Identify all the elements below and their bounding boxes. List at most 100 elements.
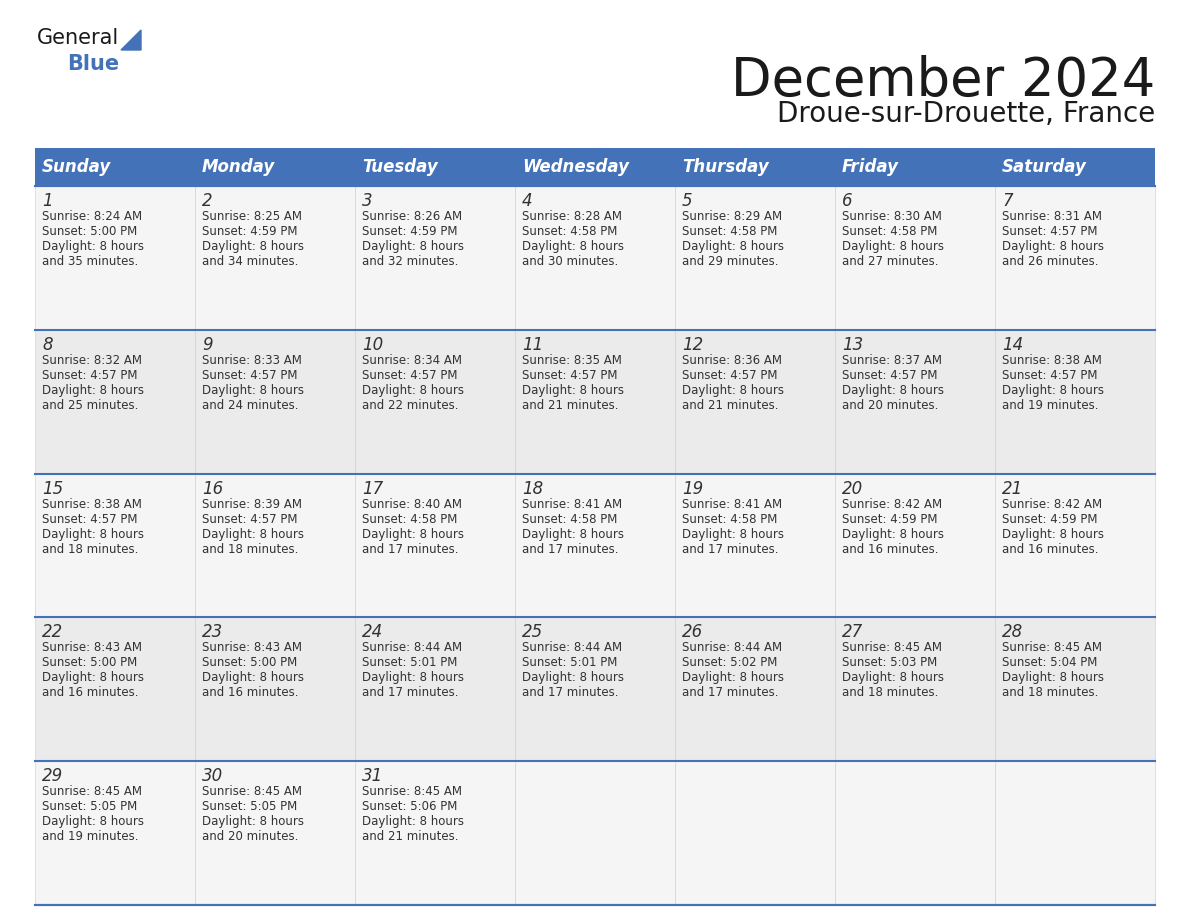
Bar <box>195 330 355 474</box>
Text: Tuesday: Tuesday <box>362 158 437 176</box>
Text: Sunrise: 8:42 AM: Sunrise: 8:42 AM <box>842 498 942 510</box>
Text: 15: 15 <box>42 479 63 498</box>
Bar <box>835 618 996 761</box>
Text: Sunrise: 8:26 AM: Sunrise: 8:26 AM <box>362 210 462 223</box>
Text: Sunset: 4:57 PM: Sunset: 4:57 PM <box>362 369 457 382</box>
Text: Daylight: 8 hours: Daylight: 8 hours <box>362 671 465 685</box>
Text: Daylight: 8 hours: Daylight: 8 hours <box>522 384 624 397</box>
Text: Blue: Blue <box>67 54 119 74</box>
Text: Daylight: 8 hours: Daylight: 8 hours <box>202 671 304 685</box>
Text: 27: 27 <box>842 623 864 642</box>
Text: Friday: Friday <box>842 158 899 176</box>
Text: Daylight: 8 hours: Daylight: 8 hours <box>42 671 144 685</box>
Text: and 21 minutes.: and 21 minutes. <box>522 398 619 412</box>
Text: Sunset: 4:58 PM: Sunset: 4:58 PM <box>682 225 777 238</box>
Text: and 20 minutes.: and 20 minutes. <box>842 398 939 412</box>
Text: Sunrise: 8:44 AM: Sunrise: 8:44 AM <box>362 642 462 655</box>
Text: 4: 4 <box>522 192 532 210</box>
Text: Sunset: 4:58 PM: Sunset: 4:58 PM <box>522 225 618 238</box>
Text: and 17 minutes.: and 17 minutes. <box>362 687 459 700</box>
Text: 7: 7 <box>1001 192 1012 210</box>
Text: and 27 minutes.: and 27 minutes. <box>842 255 939 268</box>
Text: Sunset: 4:59 PM: Sunset: 4:59 PM <box>1001 512 1098 526</box>
Text: Sunset: 5:01 PM: Sunset: 5:01 PM <box>522 656 618 669</box>
Text: and 20 minutes.: and 20 minutes. <box>202 830 298 844</box>
Text: Sunrise: 8:30 AM: Sunrise: 8:30 AM <box>842 210 942 223</box>
Text: and 21 minutes.: and 21 minutes. <box>362 830 459 844</box>
Text: Daylight: 8 hours: Daylight: 8 hours <box>522 240 624 253</box>
Text: Sunset: 5:00 PM: Sunset: 5:00 PM <box>42 225 138 238</box>
Bar <box>355 186 516 330</box>
Bar <box>34 148 1155 186</box>
Text: 21: 21 <box>1001 479 1023 498</box>
Text: and 24 minutes.: and 24 minutes. <box>202 398 298 412</box>
Text: Sunday: Sunday <box>42 158 112 176</box>
Text: Sunset: 4:57 PM: Sunset: 4:57 PM <box>202 369 297 382</box>
Text: 5: 5 <box>682 192 693 210</box>
Text: Sunrise: 8:36 AM: Sunrise: 8:36 AM <box>682 353 782 367</box>
Text: and 17 minutes.: and 17 minutes. <box>522 543 619 555</box>
Bar <box>195 761 355 905</box>
Text: Daylight: 8 hours: Daylight: 8 hours <box>842 671 944 685</box>
Text: 14: 14 <box>1001 336 1023 353</box>
Text: Wednesday: Wednesday <box>522 158 628 176</box>
Text: and 21 minutes.: and 21 minutes. <box>682 398 778 412</box>
Text: General: General <box>37 28 119 48</box>
Text: Daylight: 8 hours: Daylight: 8 hours <box>1001 240 1104 253</box>
Bar <box>516 618 675 761</box>
Text: Sunset: 4:57 PM: Sunset: 4:57 PM <box>202 512 297 526</box>
Bar <box>675 618 835 761</box>
Text: and 18 minutes.: and 18 minutes. <box>202 543 298 555</box>
Text: Sunset: 4:57 PM: Sunset: 4:57 PM <box>682 369 777 382</box>
Text: and 18 minutes.: and 18 minutes. <box>42 543 138 555</box>
Text: and 26 minutes.: and 26 minutes. <box>1001 255 1099 268</box>
Text: Sunset: 4:58 PM: Sunset: 4:58 PM <box>362 512 457 526</box>
Bar <box>34 186 195 330</box>
Bar <box>516 186 675 330</box>
Bar <box>835 761 996 905</box>
Text: Daylight: 8 hours: Daylight: 8 hours <box>682 384 784 397</box>
Text: Monday: Monday <box>202 158 276 176</box>
Bar <box>355 474 516 618</box>
Text: Sunrise: 8:45 AM: Sunrise: 8:45 AM <box>42 785 143 798</box>
Text: Sunset: 4:57 PM: Sunset: 4:57 PM <box>1001 369 1098 382</box>
Text: Sunset: 4:57 PM: Sunset: 4:57 PM <box>42 512 138 526</box>
Text: Sunrise: 8:39 AM: Sunrise: 8:39 AM <box>202 498 302 510</box>
Text: Sunrise: 8:38 AM: Sunrise: 8:38 AM <box>1001 353 1102 367</box>
Text: Sunrise: 8:41 AM: Sunrise: 8:41 AM <box>522 498 623 510</box>
Text: Daylight: 8 hours: Daylight: 8 hours <box>682 528 784 541</box>
Text: Daylight: 8 hours: Daylight: 8 hours <box>842 240 944 253</box>
Text: 8: 8 <box>42 336 52 353</box>
Text: 16: 16 <box>202 479 223 498</box>
Text: Sunset: 4:59 PM: Sunset: 4:59 PM <box>842 512 937 526</box>
Text: Daylight: 8 hours: Daylight: 8 hours <box>42 240 144 253</box>
Text: Sunset: 4:59 PM: Sunset: 4:59 PM <box>202 225 297 238</box>
Text: Daylight: 8 hours: Daylight: 8 hours <box>42 815 144 828</box>
Bar <box>996 618 1155 761</box>
Text: Sunset: 4:57 PM: Sunset: 4:57 PM <box>842 369 937 382</box>
Text: Sunrise: 8:43 AM: Sunrise: 8:43 AM <box>202 642 302 655</box>
Text: 10: 10 <box>362 336 384 353</box>
Bar <box>516 474 675 618</box>
Bar <box>835 186 996 330</box>
Text: Sunrise: 8:28 AM: Sunrise: 8:28 AM <box>522 210 623 223</box>
Text: and 18 minutes.: and 18 minutes. <box>842 687 939 700</box>
Text: Sunrise: 8:45 AM: Sunrise: 8:45 AM <box>1001 642 1102 655</box>
Text: Sunrise: 8:29 AM: Sunrise: 8:29 AM <box>682 210 782 223</box>
Bar <box>195 618 355 761</box>
Text: Daylight: 8 hours: Daylight: 8 hours <box>682 240 784 253</box>
Text: Sunrise: 8:35 AM: Sunrise: 8:35 AM <box>522 353 621 367</box>
Text: 13: 13 <box>842 336 864 353</box>
Text: Sunset: 4:58 PM: Sunset: 4:58 PM <box>522 512 618 526</box>
Text: 17: 17 <box>362 479 384 498</box>
Bar <box>675 761 835 905</box>
Text: 29: 29 <box>42 767 63 785</box>
Text: 28: 28 <box>1001 623 1023 642</box>
Text: Sunset: 5:04 PM: Sunset: 5:04 PM <box>1001 656 1098 669</box>
Text: Daylight: 8 hours: Daylight: 8 hours <box>1001 384 1104 397</box>
Bar <box>34 474 195 618</box>
Text: Sunset: 5:05 PM: Sunset: 5:05 PM <box>202 800 297 813</box>
Bar <box>195 474 355 618</box>
Bar <box>675 330 835 474</box>
Text: and 32 minutes.: and 32 minutes. <box>362 255 459 268</box>
